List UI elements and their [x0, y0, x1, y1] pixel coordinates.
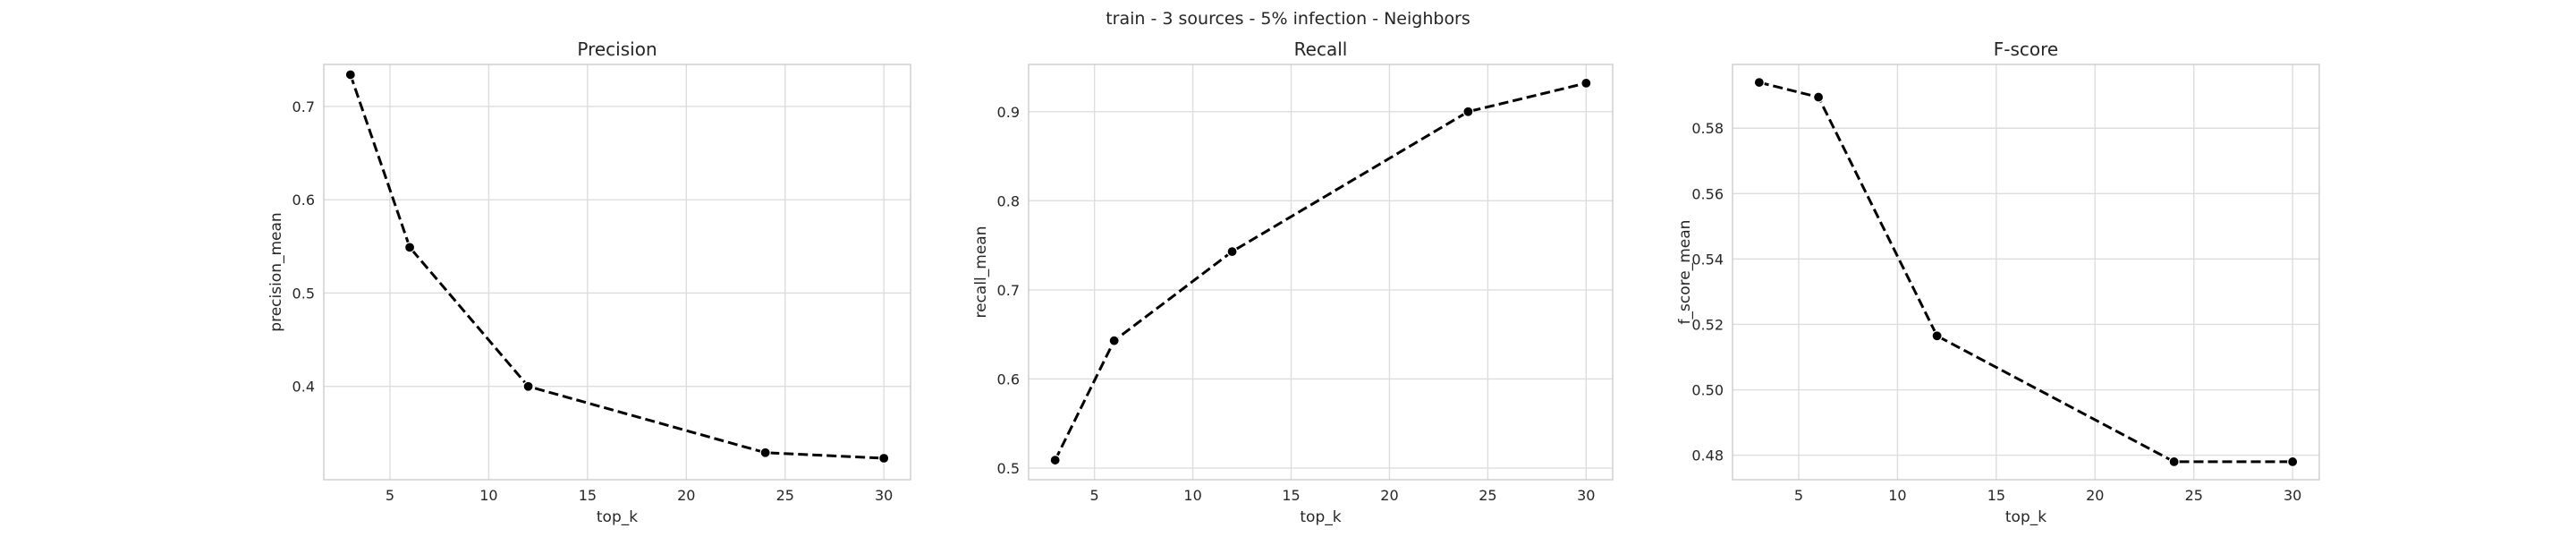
subplot-panels: 5 10 15 20 25 30 0.4 0.5 0.6 0.7 Precision top_k pre…: [267, 38, 2320, 526]
fscore-xtick-label: 15: [1987, 487, 2005, 504]
recall-ytick-label: 0.8: [997, 192, 1020, 209]
precision-xtick-label: 25: [776, 487, 794, 504]
fscore-xtick-label: 30: [2284, 487, 2301, 504]
figure-suptitle: train - 3 sources - 5% infection - Neigh…: [1106, 9, 1470, 29]
fscore-xtick-label: 25: [2185, 487, 2203, 504]
recall-data-point: [1580, 77, 1592, 90]
precision-ytick-label: 0.4: [292, 379, 315, 396]
precision-data-point: [878, 452, 890, 465]
fscore-title: F-score: [1994, 38, 2058, 60]
recall-data-point: [1226, 245, 1238, 258]
recall-xtick-label: 10: [1183, 487, 1201, 504]
fscore-xtick-label: 10: [1888, 487, 1906, 504]
recall-ytick-label: 0.6: [997, 371, 1020, 388]
fscore-data-point: [2168, 456, 2180, 468]
recall-data-point: [1462, 106, 1474, 117]
precision-ytick-label: 0.6: [292, 192, 315, 209]
precision-title: Precision: [577, 38, 657, 60]
recall-xlabel: top_k: [1300, 508, 1341, 526]
precision-xtick-label: 15: [579, 487, 597, 504]
precision-xlabel: top_k: [597, 508, 638, 526]
fscore-xtick-label: 5: [1794, 487, 1803, 504]
fscore-ytick-label: 0.50: [1691, 382, 1724, 399]
fscore-ytick-label: 0.52: [1691, 316, 1724, 333]
recall-xtick-label: 30: [1577, 487, 1595, 504]
fscore-data-point: [1931, 330, 1943, 342]
fscore-data-point: [1812, 91, 1825, 103]
precision-xtick-label: 20: [677, 487, 695, 504]
fscore-data-point: [2287, 456, 2299, 468]
recall-ytick-label: 0.5: [997, 460, 1020, 477]
fscore-xtick-label: 20: [2086, 487, 2104, 504]
precision-ylabel: precision_mean: [267, 212, 285, 331]
fscore-data-point: [1753, 76, 1765, 89]
recall-plot-frame: [1028, 64, 1614, 481]
recall-xtick-label: 20: [1380, 487, 1398, 504]
precision-xtick-label: 5: [386, 487, 394, 504]
recall-data-point: [1049, 454, 1061, 466]
recall-ytick-label: 0.9: [997, 104, 1020, 121]
precision-xtick-label: 10: [479, 487, 497, 504]
precision-data-point: [759, 447, 771, 458]
fscore-ytick-label: 0.54: [1691, 251, 1724, 268]
recall-xtick-label: 25: [1479, 487, 1496, 504]
fscore-plot-frame: [1732, 64, 2320, 481]
recall-ytick-label: 0.7: [997, 282, 1020, 299]
fscore-ytick-label: 0.56: [1691, 185, 1724, 202]
recall-title: Recall: [1294, 38, 1348, 60]
precision-plot-frame: [323, 64, 911, 481]
fscore-ytick-label: 0.58: [1691, 120, 1724, 137]
precision-panel: 5 10 15 20 25 30 0.4 0.5 0.6 0.7 Precision top_k pre…: [267, 38, 911, 526]
recall-xtick-label: 15: [1282, 487, 1300, 504]
precision-data-point: [403, 242, 416, 253]
precision-data-point: [344, 69, 356, 81]
precision-xtick-label: 30: [875, 487, 893, 504]
recall-panel: 5 10 15 20 25 30 0.5 0.6 0.7 0.8 0.9 Recall top_k rec…: [972, 38, 1614, 526]
fscore-xlabel: top_k: [2005, 508, 2046, 526]
precision-ytick-label: 0.5: [292, 285, 315, 302]
recall-data-point: [1108, 335, 1120, 346]
precision-data-point: [522, 380, 534, 392]
fscore-ytick-label: 0.48: [1691, 448, 1724, 465]
precision-ytick-label: 0.7: [292, 98, 315, 115]
recall-ylabel: recall_mean: [972, 226, 990, 319]
fscore-ylabel: f_score_mean: [1676, 220, 1694, 325]
recall-series-line: [1054, 81, 1587, 461]
recall-xtick-label: 5: [1090, 487, 1099, 504]
fscore-panel: 5 10 15 20 25 30 0.48 0.50 0.52 0.54 0.56 0.58 F-sco…: [1676, 38, 2320, 526]
precision-series-line: [349, 73, 885, 460]
fscore-series-line: [1758, 81, 2293, 464]
